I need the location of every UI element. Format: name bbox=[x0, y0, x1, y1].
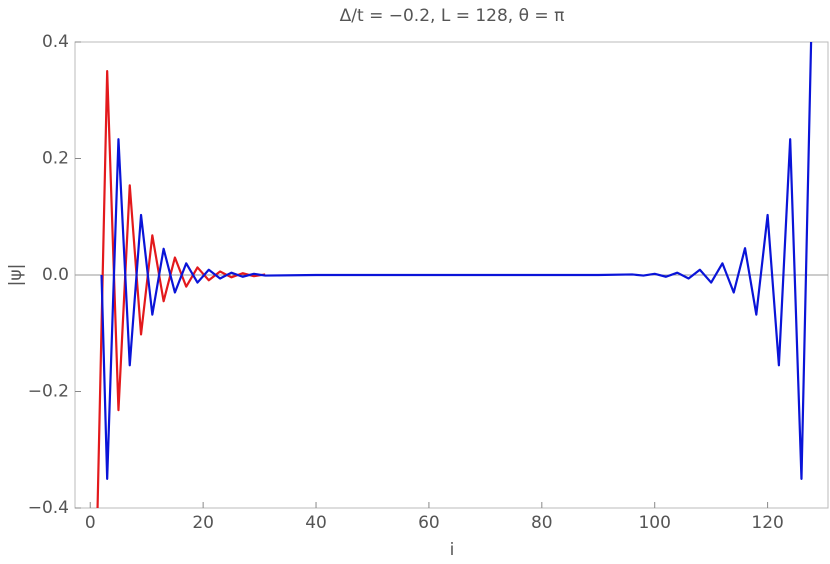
chart-title: Δ/t = −0.2, L = 128, θ = π bbox=[340, 6, 565, 26]
x-tick-label: 0 bbox=[85, 513, 96, 533]
series-line bbox=[96, 70, 266, 508]
x-tick-label: 40 bbox=[305, 513, 327, 533]
x-axis-label: i bbox=[450, 540, 455, 560]
series-line bbox=[100, 42, 813, 480]
x-tick-label: 60 bbox=[418, 513, 440, 533]
y-axis-label: |ψ| bbox=[6, 264, 26, 287]
x-tick-label: 80 bbox=[531, 513, 553, 533]
x-tick-label: 120 bbox=[751, 513, 783, 533]
y-tick-label: −0.4 bbox=[28, 498, 69, 518]
y-tick-label: −0.2 bbox=[28, 382, 69, 402]
y-tick-label: 0.2 bbox=[42, 149, 69, 169]
x-tick-label: 100 bbox=[638, 513, 670, 533]
y-tick-label: 0.0 bbox=[42, 265, 69, 285]
x-tick-label: 20 bbox=[192, 513, 214, 533]
y-tick-label: 0.4 bbox=[42, 32, 69, 52]
